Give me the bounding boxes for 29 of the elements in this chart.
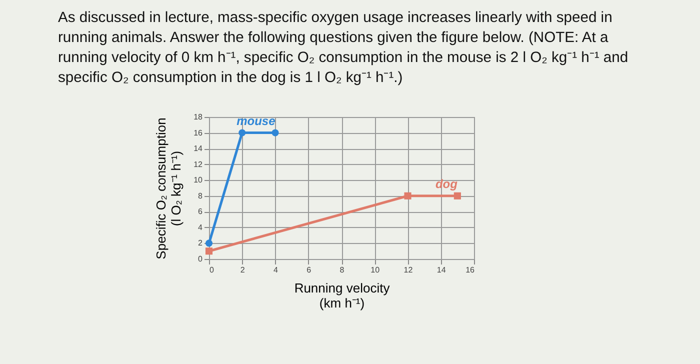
y-tick-label: 2	[198, 238, 204, 248]
point	[404, 192, 412, 200]
y-tick-label: 16	[194, 128, 204, 138]
x-tick-label: 8	[340, 266, 345, 274]
y-tick-label: 14	[194, 144, 204, 154]
point	[205, 248, 213, 255]
x-tick-label: 16	[466, 266, 476, 274]
y-tick-label: 6	[198, 207, 204, 216]
x-tick-label: 0	[210, 266, 214, 274]
y-tick-label: 12	[194, 160, 204, 169]
y-tick-label: 4	[198, 222, 204, 232]
point	[454, 192, 461, 200]
y-axis-title: Specific O₂ consumption (l O₂ kg⁻¹ h⁻¹)	[154, 118, 184, 260]
x-tick-label: 2	[240, 266, 246, 274]
y-tick-label: 0	[198, 254, 204, 264]
chart-title: As discussed in lecture, mass-specific oxygen usage increases linearly with speed in running animals. Answer the following questions given the figure below. (NOTE: At a running velocity of 0 km h⁻¹, specific O₂ consumption in the mouse is 2 l O₂ kg⁻¹ h⁻¹ and specific O₂ consumption in the dog is 1 l O₂ kg⁻¹ h⁻¹.)	[58, 9, 630, 88]
x-tick-label: 14	[436, 266, 446, 274]
series-label: mouse	[236, 114, 276, 128]
point	[238, 129, 246, 136]
point	[205, 240, 213, 247]
x-tick-label: 4	[274, 266, 279, 274]
y-tick-label: 18	[194, 112, 204, 122]
point	[272, 129, 279, 136]
x-axis-title: Running velocity (km h⁻¹)	[294, 280, 390, 310]
x-tick-label: 6	[306, 266, 312, 274]
y-tick-label: 10	[194, 176, 204, 185]
y-tick-label: 8	[198, 191, 204, 200]
x-tick-label: 10	[370, 266, 380, 274]
x-tick-label: 12	[404, 266, 414, 274]
